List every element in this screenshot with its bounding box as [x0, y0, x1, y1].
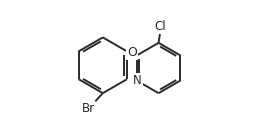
Text: N: N — [132, 74, 141, 87]
Text: Cl: Cl — [154, 20, 166, 33]
Text: O: O — [127, 46, 137, 59]
Text: Br: Br — [82, 102, 95, 115]
